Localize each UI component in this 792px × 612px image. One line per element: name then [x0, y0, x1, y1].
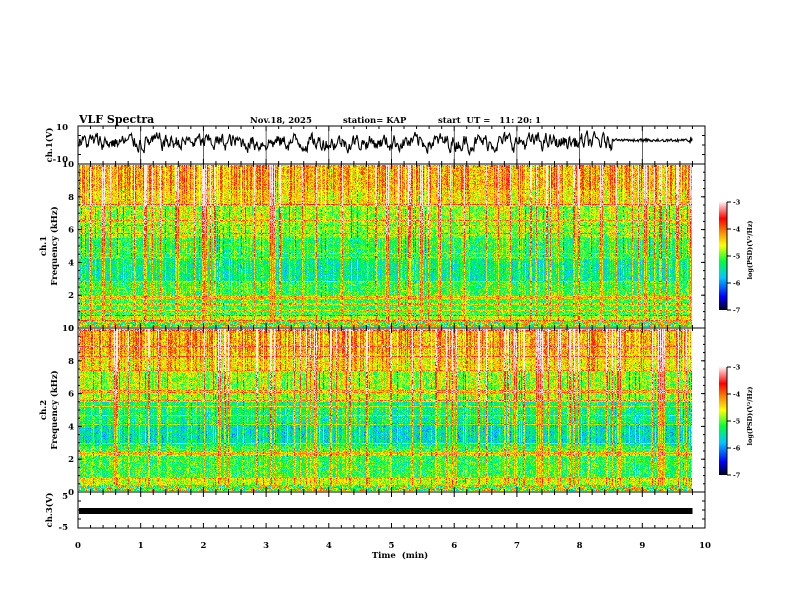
ch3-ytick-top: 5 — [62, 492, 68, 502]
ch1-waveform-line — [78, 130, 693, 157]
ch3-waveform-panel: 5 -5 ch.3(V) — [44, 491, 706, 533]
x-axis-label: Time (min) — [372, 550, 428, 561]
xtick-label: 8 — [577, 541, 583, 551]
colorbar-ch1-label: log(PSD)(V²/Hz) — [746, 221, 754, 280]
ch2-spectrogram-ylabel: Frequency (kHz) — [49, 370, 60, 449]
xtick-label: 1 — [138, 541, 144, 551]
ch1-ytick-top: 10 — [56, 123, 68, 133]
ytick-label: 8 — [68, 357, 74, 367]
ytick-label: 6 — [68, 390, 74, 400]
colorbar-tick-label: -7 — [733, 307, 740, 315]
ch1-ylabel: ch.1(V) — [44, 128, 55, 163]
colorbar-ch2-gradient — [719, 367, 727, 475]
xtick-label: 10 — [699, 541, 711, 551]
colorbar-tick-label: -6 — [733, 280, 741, 288]
ch3-ytick-bottom: -5 — [59, 523, 69, 533]
ch2-spectrogram-ylabel-channel: ch.2 — [39, 400, 49, 420]
ch3-ylabel: ch.3(V) — [44, 493, 55, 528]
xtick-label: 0 — [75, 541, 81, 551]
xtick-label: 7 — [514, 541, 520, 551]
ch1-spectrogram-image — [79, 165, 692, 327]
ytick-label: 0 — [68, 324, 74, 334]
colorbar-tick-label: -5 — [733, 253, 741, 261]
xtick-label: 9 — [639, 541, 645, 551]
ch2-spectrogram-frame — [77, 327, 706, 493]
ch1-spectrogram-ylabel-channel: ch.1 — [39, 236, 49, 256]
colorbar-tick-label: -3 — [733, 364, 741, 372]
colorbar-tick-label: -7 — [733, 472, 740, 480]
ytick-label: 2 — [68, 455, 74, 465]
xtick-label: 4 — [326, 541, 332, 551]
figure-title: VLF Spectra — [78, 113, 154, 126]
figure-station: station= KAP — [343, 116, 407, 126]
ch1-ytick-bottom: -10 — [53, 155, 68, 165]
ch1-spectrogram-ylabel: Frequency (kHz) — [49, 206, 60, 285]
figure-date: Nov.18, 2025 — [250, 116, 312, 126]
colorbar-ch2: -3 -4 -5 -6 -7 log(PSD)(V²/Hz) — [726, 364, 754, 480]
ch1-spectrogram-panel: 0 2 4 6 8 10 ch.1 Frequency (kHz) — [39, 160, 706, 334]
ch3-waveform-line — [79, 508, 693, 514]
ch2-spectrogram-panel: 0 2 4 6 8 10 ch.2 Frequency (kHz) — [39, 324, 706, 498]
ytick-label: 0 — [68, 488, 74, 498]
ytick-label: 6 — [68, 226, 74, 236]
ch1-spectrogram-frame — [77, 163, 706, 329]
ytick-label: 4 — [68, 422, 74, 432]
xtick-label: 3 — [263, 541, 269, 551]
ch2-spectrogram-image — [79, 329, 692, 491]
colorbar-tick-label: -5 — [733, 418, 741, 426]
ytick-label: 4 — [68, 258, 74, 268]
ytick-label: 10 — [62, 160, 74, 170]
colorbar-tick-label: -4 — [733, 391, 741, 399]
ytick-label: 2 — [68, 291, 74, 301]
colorbar-tick-label: -6 — [733, 445, 741, 453]
xtick-label: 5 — [389, 541, 395, 551]
colorbar-tick-label: -4 — [733, 226, 741, 234]
colorbar-ch1-gradient — [719, 202, 727, 310]
xtick-label: 2 — [200, 541, 206, 551]
figure-start-time: start UT = 11: 20: 1 — [438, 116, 541, 126]
ch1-waveform-panel: 10 -10 ch.1(V) — [44, 123, 706, 165]
ytick-label: 10 — [62, 324, 74, 334]
colorbar-ch2-label: log(PSD)(V²/Hz) — [746, 387, 754, 446]
xtick-label: 6 — [451, 541, 457, 551]
ytick-label: 8 — [68, 193, 74, 203]
colorbar-ch1: -3 -4 -5 -6 -7 log(PSD)(V²/Hz) — [726, 199, 754, 315]
colorbar-tick-label: -3 — [733, 199, 741, 207]
